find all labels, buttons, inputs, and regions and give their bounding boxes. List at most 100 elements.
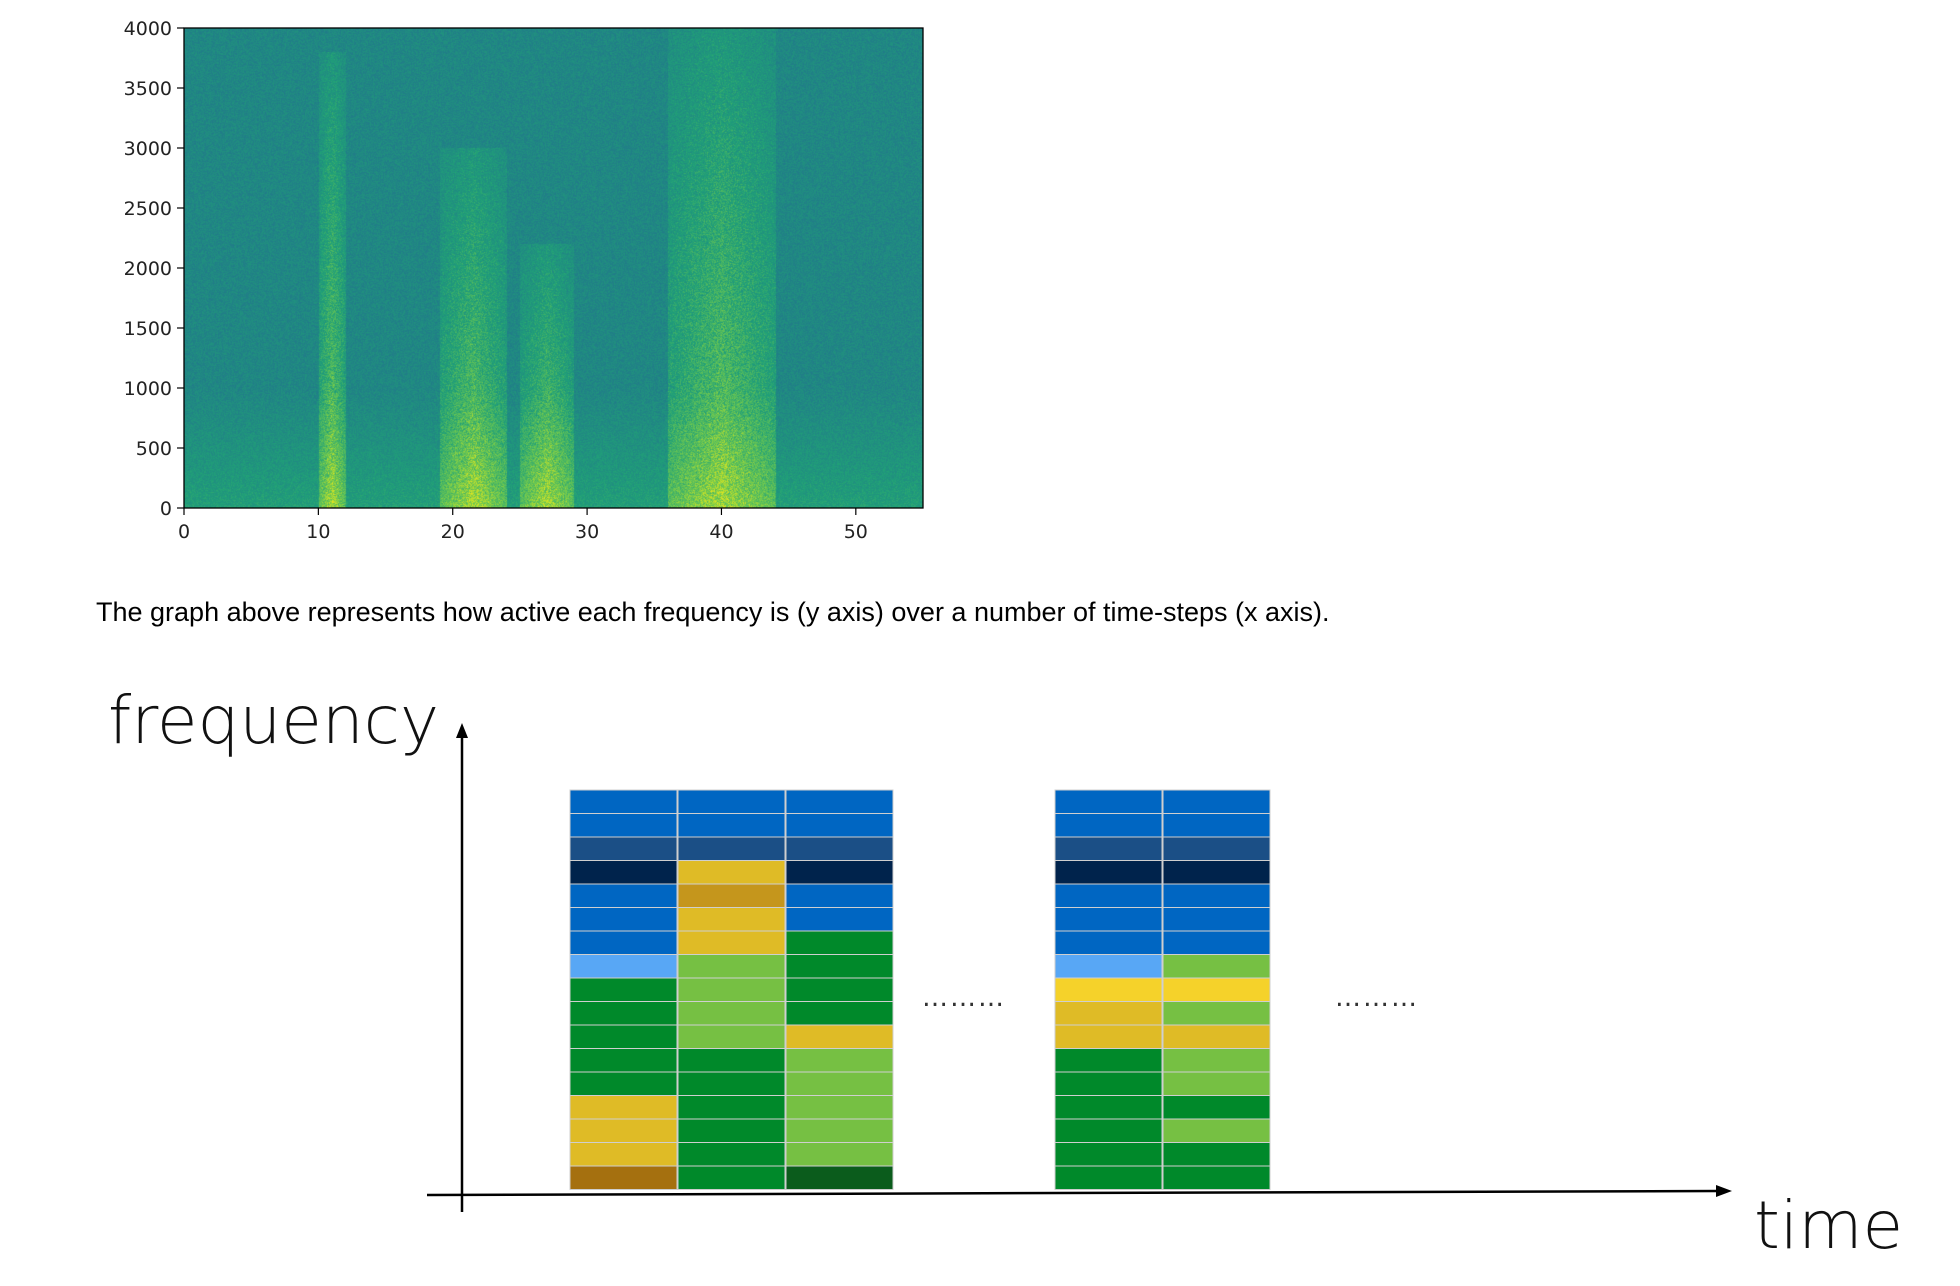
frequency-cell xyxy=(1162,1001,1271,1026)
frequency-cell xyxy=(1054,1142,1163,1167)
frequency-cell xyxy=(1054,1071,1163,1096)
frequency-cell xyxy=(569,1118,678,1143)
frequency-cell xyxy=(1054,860,1163,885)
frequency-cell xyxy=(785,954,894,979)
frequency-cell xyxy=(1162,883,1271,908)
frequency-cell xyxy=(677,1024,786,1049)
frequency-cell xyxy=(1054,930,1163,955)
frequency-cell xyxy=(677,907,786,932)
frequency-cell xyxy=(785,1165,894,1190)
frequency-cell xyxy=(569,1024,678,1049)
frequency-cell xyxy=(677,1048,786,1073)
frequency-cell xyxy=(1162,789,1271,814)
frequency-column xyxy=(1162,789,1271,1190)
frequency-cell xyxy=(785,907,894,932)
y-tick-label: 1000 xyxy=(124,378,172,400)
frequency-cell xyxy=(785,1048,894,1073)
frequency-column xyxy=(677,789,786,1190)
frequency-cell xyxy=(569,1142,678,1167)
frequency-cell xyxy=(1162,954,1271,979)
frequency-cell xyxy=(569,860,678,885)
y-tick-label: 4000 xyxy=(124,18,172,40)
frequency-cell xyxy=(1054,789,1163,814)
frequency-cell xyxy=(785,836,894,861)
frequency-cell xyxy=(1054,977,1163,1002)
frequency-cell xyxy=(569,1165,678,1190)
x-tick-label: 30 xyxy=(575,521,599,543)
frequency-columns xyxy=(569,789,1271,1190)
frequency-cell xyxy=(785,1071,894,1096)
frequency-cell xyxy=(785,789,894,814)
frequency-cell xyxy=(569,930,678,955)
y-axis-arrowhead xyxy=(456,723,468,738)
frequency-cell xyxy=(677,860,786,885)
y-tick-label: 2500 xyxy=(124,198,172,220)
frequency-cell xyxy=(677,977,786,1002)
frequency-cell xyxy=(1162,1165,1271,1190)
frequency-cell xyxy=(677,789,786,814)
x-tick-label: 0 xyxy=(178,521,190,543)
frequency-cell xyxy=(1162,1118,1271,1143)
frequency-cell xyxy=(1162,1142,1271,1167)
frequency-cell xyxy=(569,977,678,1002)
frequency-column xyxy=(569,789,678,1190)
frequency-cell xyxy=(1054,954,1163,979)
frequency-cell xyxy=(1054,1118,1163,1143)
ellipsis-1: ……… xyxy=(922,983,1006,1013)
x-tick-label: 10 xyxy=(306,521,330,543)
frequency-cell xyxy=(677,1142,786,1167)
x-tick-label: 50 xyxy=(844,521,868,543)
frequency-cell xyxy=(677,1095,786,1120)
y-tick-label: 1500 xyxy=(124,318,172,340)
frequency-cell xyxy=(1162,907,1271,932)
frequency-cell xyxy=(569,1095,678,1120)
frequency-cell xyxy=(677,813,786,838)
frequency-cell xyxy=(785,860,894,885)
y-tick-label: 3500 xyxy=(124,78,172,100)
y-tick-label: 3000 xyxy=(124,138,172,160)
x-axis-line xyxy=(426,1189,1719,1197)
frequency-column xyxy=(1054,789,1163,1190)
frequency-column xyxy=(785,789,894,1190)
frequency-cell xyxy=(785,977,894,1002)
frequency-cell xyxy=(1162,1095,1271,1120)
x-tick-label: 20 xyxy=(441,521,465,543)
frequency-cell xyxy=(569,813,678,838)
frequency-cell xyxy=(785,1118,894,1143)
frequency-cell xyxy=(569,883,678,908)
frequency-cell xyxy=(569,836,678,861)
frequency-cell xyxy=(1162,860,1271,885)
frequency-cell xyxy=(677,954,786,979)
frequency-cell xyxy=(569,907,678,932)
frequency-cell xyxy=(1054,1048,1163,1073)
frequency-cell xyxy=(1054,1024,1163,1049)
frequency-cell xyxy=(677,1071,786,1096)
diagram-axes xyxy=(426,723,1732,1212)
frequency-cell xyxy=(569,1048,678,1073)
spectrogram-image xyxy=(184,28,923,508)
frequency-cell xyxy=(1162,977,1271,1002)
frequency-cell xyxy=(569,954,678,979)
y-tick-label: 2000 xyxy=(124,258,172,280)
frequency-cell xyxy=(1162,836,1271,861)
frequency-cell xyxy=(677,836,786,861)
frequency-cell xyxy=(569,789,678,814)
frequency-cell xyxy=(1162,1071,1271,1096)
spectrogram-chart: 0 10 20 30 40 50 0 500 1000 1500 2000 2500 3000 3500 4… xyxy=(0,0,960,570)
frequency-cell xyxy=(785,930,894,955)
spectrogram-axes: 0 10 20 30 40 5005001000150020002500300035004… xyxy=(124,18,924,543)
ellipsis-2: ……… xyxy=(1335,983,1419,1013)
frequency-cell xyxy=(1054,907,1163,932)
frequency-cell xyxy=(785,1001,894,1026)
y-tick-label: 500 xyxy=(136,438,172,460)
caption-text: The graph above represents how active ea… xyxy=(96,597,1330,627)
frequency-cell xyxy=(785,1142,894,1167)
frequency-cell xyxy=(785,813,894,838)
frequency-cell xyxy=(785,883,894,908)
plot-frame xyxy=(183,27,924,509)
frequency-time-diagram: frequency time ……… ……… xyxy=(108,682,1903,1264)
frequency-cell xyxy=(569,1001,678,1026)
frequency-cell xyxy=(1162,813,1271,838)
frequency-cell xyxy=(677,1118,786,1143)
frequency-cell xyxy=(1054,1165,1163,1190)
